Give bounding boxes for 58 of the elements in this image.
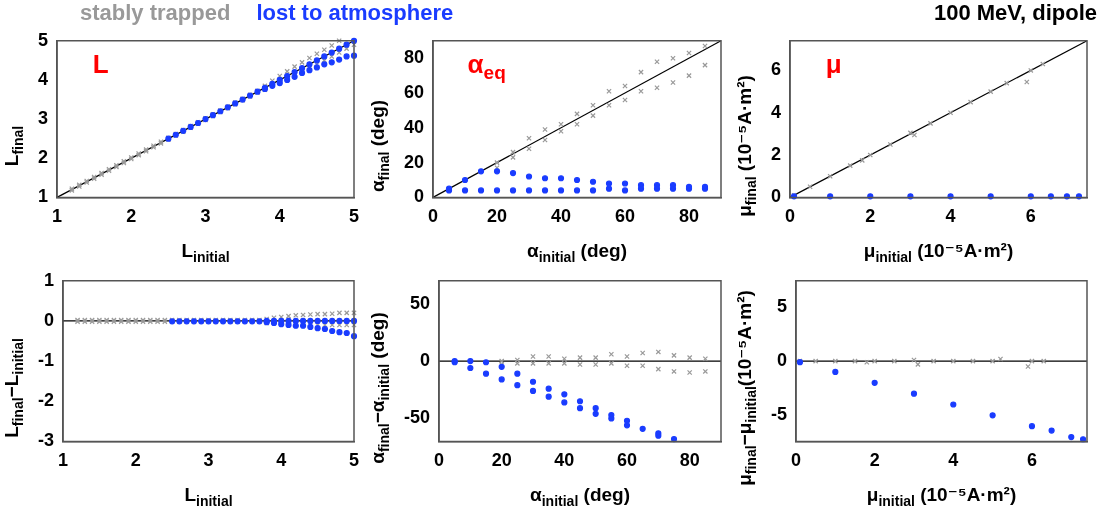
y-axis-title: μfinal (10⁻⁵A·m²): [734, 75, 759, 217]
y-tick-label: 50: [409, 292, 431, 313]
y-tick-label: 1: [38, 186, 49, 207]
x-tick-label: 60: [614, 206, 636, 227]
x-tick-label: 20: [487, 206, 508, 227]
y-tick-label: 6: [771, 59, 782, 80]
chart-title: 100 MeV, dipole: [933, 0, 1097, 26]
y-tick-label: 0: [776, 350, 787, 371]
x-tick-label: 2: [869, 450, 880, 471]
y-tick-label: -2: [37, 390, 54, 411]
x-tick-label: 5: [348, 450, 360, 471]
y-tick-label: 0: [771, 186, 782, 207]
x-tick-label: 4: [274, 206, 285, 227]
y-tick-label: 4: [771, 101, 782, 122]
y-tick-label: 2: [38, 147, 49, 168]
y-tick-label: 60: [403, 81, 425, 102]
y-tick-label: -1: [37, 350, 54, 371]
x-tick-label: 6: [1026, 450, 1037, 471]
text: lost to atmosphere: [256, 0, 454, 25]
x-tick-label: 40: [554, 450, 575, 471]
y-tick-label: 0: [420, 350, 431, 371]
y-tick-label: -3: [37, 430, 54, 451]
x-tick-label: 3: [203, 450, 214, 471]
x-tick-label: 3: [200, 206, 211, 227]
x-tick-label: 1: [58, 450, 69, 471]
y-tick-label: 3: [38, 108, 49, 129]
y-tick-label: 5: [38, 29, 49, 50]
x-tick-label: 6: [1025, 206, 1036, 227]
y-tick-label: 0: [414, 186, 425, 207]
x-tick-label: 20: [491, 450, 512, 471]
annotation: μ: [825, 49, 842, 80]
x-tick-label: 5: [348, 206, 360, 227]
y-tick-label: 0: [43, 309, 54, 330]
text: stably trapped: [80, 0, 231, 25]
x-tick-label: 4: [948, 450, 959, 471]
y-tick-label: 40: [403, 116, 425, 137]
x-tick-label: 80: [679, 450, 700, 471]
y-tick-label: -5: [770, 404, 787, 425]
x-tick-label: 4: [276, 450, 287, 471]
annotation: L: [92, 49, 109, 80]
x-tick-label: 2: [130, 450, 141, 471]
y-axis-title: αfinal−αinitial (deg): [367, 312, 392, 464]
x-tick-label: 4: [945, 206, 956, 227]
x-tick-label: 80: [678, 206, 700, 227]
x-tick-label: 0: [434, 450, 445, 471]
y-tick-label: 20: [403, 151, 425, 172]
x-tick-label: 60: [616, 450, 638, 471]
y-tick-label: 80: [403, 47, 425, 68]
y-tick-label: 1: [43, 269, 54, 290]
x-tick-label: 40: [551, 206, 572, 227]
y-tick-label: 2: [771, 144, 782, 165]
x-tick-label: 2: [126, 206, 137, 227]
y-tick-label: -50: [404, 407, 431, 428]
y-tick-label: 5: [776, 295, 787, 316]
y-tick-label: 4: [38, 68, 49, 89]
x-tick-label: 2: [865, 206, 876, 227]
x-tick-label: 0: [791, 450, 802, 471]
y-axis-title: μfinal−μinitial(10⁻⁵A·m²): [734, 290, 759, 486]
